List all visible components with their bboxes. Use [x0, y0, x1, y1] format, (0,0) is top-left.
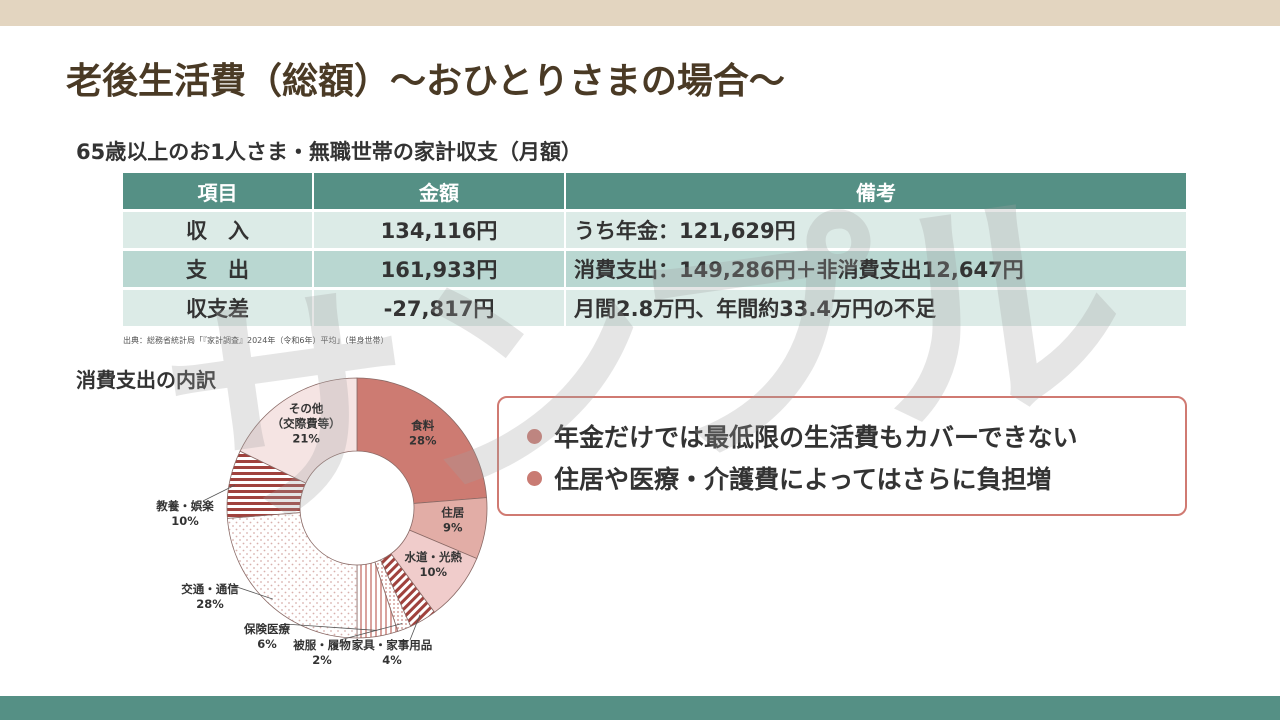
- slice-label: 家具・家事用品 4%: [352, 638, 433, 667]
- header-item: 項目: [123, 173, 314, 211]
- page-title: 老後生活費（総額）～おひとりさまの場合～: [66, 61, 785, 102]
- expense-donut-chart: 食料 28% 住居 9% 水道・光熱 10% 家具・家事用品 4%被服・履物 2%保険医療 6%交…: [155, 377, 488, 667]
- slice-label: 被服・履物 2%: [293, 638, 351, 667]
- slice-label: その他（交際費等） 21%: [272, 402, 341, 446]
- header-amount: 金額: [313, 173, 566, 211]
- header-note: 備考: [565, 173, 1186, 211]
- row-amount: -27,817円: [313, 287, 566, 326]
- leader-line: [284, 623, 377, 631]
- table-row-balance: 収支差 -27,817円 月間2.8万円、年間約33.4万円の不足: [123, 287, 1186, 326]
- row-amount: 161,933円: [313, 248, 566, 289]
- breakdown-heading: 消費支出の内訳: [76, 368, 216, 392]
- budget-table: 項目 金額 備考 収 入 134,116円 うち年金：121,629円 支 出 …: [123, 173, 1186, 326]
- row-item: 支 出: [123, 248, 314, 289]
- donut-slice: [356, 377, 488, 504]
- bullet-dot-icon: [527, 428, 542, 444]
- row-note: うち年金：121,629円: [565, 209, 1186, 250]
- row-note: 月間2.8万円、年間約33.4万円の不足: [565, 287, 1186, 326]
- slice-label: 保険医療 6%: [243, 622, 290, 651]
- bullet-dot-icon: [527, 470, 542, 486]
- notes-box: 年金だけでは最低限の生活費もカバーできない 住居や医療・介護費によってはさらに負…: [497, 396, 1187, 516]
- leader-line: [227, 583, 274, 600]
- table-row-income: 収 入 134,116円 うち年金：121,629円: [123, 209, 1186, 250]
- source-note: 出典：総務省統計局「『家計調査』2024年（令和6年）平均」（単身世帯）: [123, 336, 389, 345]
- row-note: 消費支出：149,286円＋非消費支出12,647円: [565, 248, 1186, 289]
- row-item: 収支差: [123, 287, 314, 326]
- slice-label: 交通・通信 28%: [181, 582, 239, 611]
- leader-line: [202, 484, 236, 502]
- note-item: 住居や医療・介護費によってはさらに負担増: [527, 460, 1052, 496]
- table-header-row: 項目 金額 備考: [123, 173, 1186, 211]
- slice-label: 食料 28%: [409, 419, 437, 448]
- slice-label: 水道・光熱 10%: [405, 550, 463, 579]
- leader-line: [409, 614, 421, 641]
- table-row-expense: 支 出 161,933円 消費支出：149,286円＋非消費支出12,647円: [123, 248, 1186, 289]
- donut-slice: [239, 377, 358, 484]
- slice-label: 住居 9%: [441, 505, 464, 534]
- leader-line: [339, 623, 403, 641]
- bottom-bar: [0, 696, 1280, 720]
- table-caption: 65歳以上のお1人さま・無職世帯の家計収支（月額）: [76, 140, 582, 164]
- note-text: 年金だけでは最低限の生活費もカバーできない: [554, 423, 1078, 452]
- top-bar: [0, 0, 1280, 26]
- note-text: 住居や医療・介護費によってはさらに負担増: [554, 465, 1052, 494]
- slice-label: 教養・娯楽 10%: [155, 499, 214, 528]
- note-item: 年金だけでは最低限の生活費もカバーできない: [527, 418, 1078, 454]
- donut-slice: [226, 512, 358, 639]
- row-amount: 134,116円: [313, 209, 566, 250]
- row-item: 収 入: [123, 209, 314, 250]
